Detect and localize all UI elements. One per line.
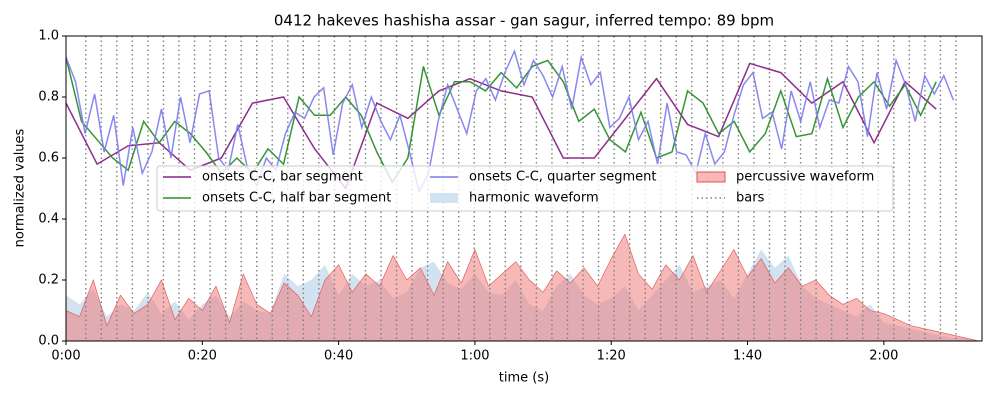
legend-label: bars: [736, 191, 765, 206]
x-tick-label: 0:00: [51, 349, 80, 364]
legend-swatch: [696, 171, 726, 183]
onset-line: [66, 62, 937, 191]
onset-line: [66, 49, 955, 194]
x-tick-label: 1:40: [733, 349, 762, 364]
waveform-area: [66, 233, 980, 341]
y-tick-label: 0.8: [38, 90, 59, 105]
y-tick-label: 0.0: [38, 334, 59, 349]
legend-label: onsets C-C, bar segment: [202, 170, 363, 185]
y-tick-label: 1.0: [38, 29, 59, 44]
legend-swatch: [430, 193, 458, 203]
x-tick-label: 2:00: [869, 349, 898, 364]
x-tick-label: 0:20: [188, 349, 217, 364]
chart-title: 0412 hakeves hashisha assar - gan sagur,…: [274, 12, 774, 30]
plot-area: [66, 36, 980, 341]
y-tick-label: 0.6: [38, 151, 59, 166]
x-tick-label: 1:00: [460, 349, 489, 364]
x-tick-label: 0:40: [324, 349, 353, 364]
y-axis-label: normalized values: [13, 128, 28, 247]
legend-label: onsets C-C, quarter segment: [469, 170, 656, 185]
legend-label: percussive waveform: [736, 170, 874, 185]
legend-label: harmonic waveform: [469, 191, 599, 206]
legend-label: onsets C-C, half bar segment: [202, 191, 391, 206]
y-tick-label: 0.4: [38, 212, 59, 227]
axes-frame: [65, 35, 983, 342]
x-tick-label: 1:20: [597, 349, 626, 364]
y-tick-label: 0.2: [38, 273, 59, 288]
x-axis-label: time (s): [499, 371, 549, 386]
onset-line: [66, 57, 937, 184]
